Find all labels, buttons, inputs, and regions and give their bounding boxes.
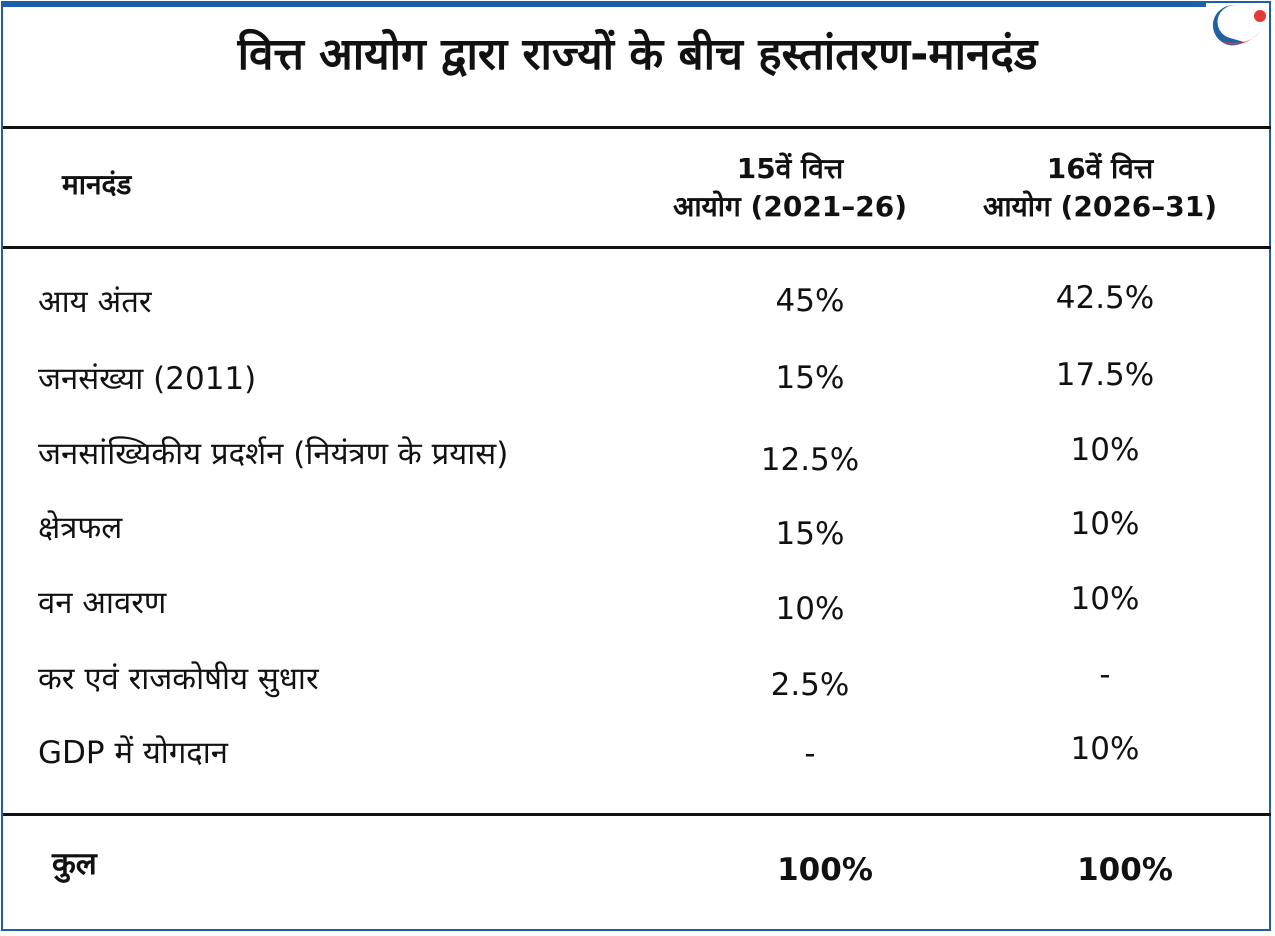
- total-fc16: 100%: [1077, 852, 1173, 888]
- row-criterion: कर एवं राजकोषीय सुधार: [38, 661, 319, 697]
- divider: [3, 246, 1271, 249]
- row-fc15: 15%: [775, 360, 845, 396]
- row-criterion: क्षेत्रफल: [38, 510, 123, 546]
- header-criterion: मानदंड: [62, 168, 132, 201]
- logo-icon: [1212, 5, 1266, 46]
- divider: [3, 813, 1271, 816]
- row-fc16: 42.5%: [1055, 280, 1155, 316]
- row-fc16: -: [1099, 657, 1111, 693]
- row-criterion: GDP में योगदान: [38, 735, 228, 771]
- row-fc15: -: [804, 736, 816, 772]
- header-fc16-line2: आयोग (2026–31): [982, 190, 1218, 223]
- header-fc15-line2: आयोग (2021–26): [672, 190, 908, 223]
- row-fc15: 2.5%: [770, 667, 850, 703]
- row-fc15: 10%: [775, 591, 845, 627]
- row-fc16: 17.5%: [1055, 357, 1155, 393]
- header-fc15-line1: 15वें वित्त: [736, 152, 844, 185]
- row-fc16: 10%: [1070, 432, 1140, 468]
- divider: [3, 126, 1271, 129]
- top-bar: [1, 1, 1206, 7]
- header-fc16: 16वें वित्त आयोग (2026–31): [950, 150, 1250, 226]
- row-fc15: 45%: [775, 283, 845, 319]
- header-fc16-line1: 16वें वित्त: [1046, 152, 1154, 185]
- row-fc15: 12.5%: [760, 442, 860, 478]
- row-criterion: आय अंतर: [38, 284, 152, 320]
- row-fc16: 10%: [1070, 581, 1140, 617]
- row-criterion: वन आवरण: [38, 585, 167, 621]
- row-fc16: 10%: [1070, 506, 1140, 542]
- row-fc15: 15%: [775, 516, 845, 552]
- total-fc15: 100%: [777, 852, 873, 888]
- row-criterion: जनसंख्या (2011): [38, 361, 257, 397]
- row-fc16: 10%: [1070, 731, 1140, 767]
- header-fc15: 15वें वित्त आयोग (2021–26): [640, 150, 940, 226]
- total-label: कुल: [52, 846, 97, 882]
- page-title: वित्त आयोग द्वारा राज्यों के बीच हस्तांत…: [237, 29, 1038, 80]
- row-criterion: जनसांख्यिकीय प्रदर्शन (नियंत्रण के प्रया…: [38, 436, 509, 472]
